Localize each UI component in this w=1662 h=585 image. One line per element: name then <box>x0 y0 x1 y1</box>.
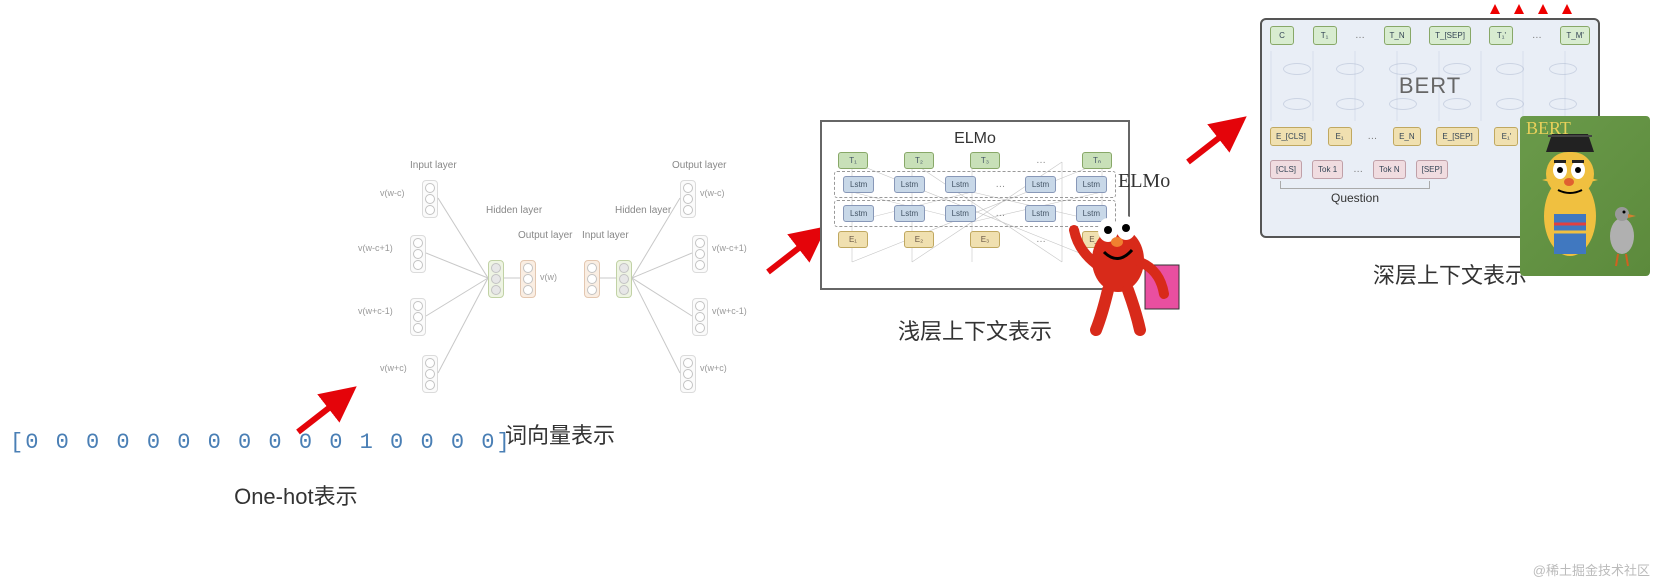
bert-t: T₁' <box>1489 26 1513 45</box>
w2v-in-4 <box>422 355 438 393</box>
w2v-input-label: Input layer <box>410 160 457 171</box>
bert-bracket <box>1280 181 1430 189</box>
word2vec-diagram: Input layer Hidden layer Output layer v(… <box>380 160 740 400</box>
elmo-e: E₂ <box>904 231 934 248</box>
elmo-t: T₂ <box>904 152 934 169</box>
elmo-e: E₁ <box>838 231 868 248</box>
elmo-lstm: Lstm <box>1025 176 1056 193</box>
bert-t: T₁ <box>1313 26 1337 45</box>
bert-tok: [SEP] <box>1416 160 1448 179</box>
bert-title: BERT <box>1399 73 1461 99</box>
elmo-t: Tₙ <box>1082 152 1112 169</box>
w2v-output-label-l: Output layer <box>518 230 572 241</box>
bert-t: T_N <box>1384 26 1411 45</box>
bert-t: T_M' <box>1560 26 1590 45</box>
w2v-output2-label: Output layer <box>672 160 726 171</box>
w2v-hidden-l <box>488 260 504 298</box>
bert-tok: Tok 1 <box>1312 160 1343 179</box>
w2v-in-2-lbl: v(w-c+1) <box>358 243 393 253</box>
w2v-in-1-lbl: v(w-c) <box>380 188 405 198</box>
bert-t: C <box>1270 26 1294 45</box>
w2v-out-2-lbl: v(w-c+1) <box>712 243 747 253</box>
w2v-out-3-lbl: v(w+c-1) <box>712 306 747 316</box>
elmo-lstm: Lstm <box>843 205 874 222</box>
bert-e: E₁ <box>1328 127 1352 146</box>
w2v-center-lbl: v(w) <box>540 272 557 282</box>
ellipsis: … <box>1532 30 1542 41</box>
ellipsis: … <box>995 208 1005 219</box>
ellipsis: … <box>1355 30 1365 41</box>
elmo-lstm: Lstm <box>843 176 874 193</box>
elmo-lstm: Lstm <box>945 176 976 193</box>
word2vec-caption: 词向量表示 <box>380 418 740 450</box>
ellipsis: … <box>1367 131 1377 142</box>
bert-tok: [CLS] <box>1270 160 1302 179</box>
stage-word2vec: Input layer Hidden layer Output layer v(… <box>380 160 740 450</box>
bert-character: BERT <box>1520 116 1650 276</box>
bert-row-t: C T₁ … T_N T_[SEP] T₁' … T_M' <box>1270 26 1590 45</box>
elmo-lstm: Lstm <box>1025 205 1056 222</box>
elmo-e: E₃ <box>970 231 1000 248</box>
bert-e: E_[CLS] <box>1270 127 1312 146</box>
w2v-out-4 <box>680 355 696 393</box>
up-arrow-icon <box>1562 4 1572 14</box>
ellipsis: … <box>995 179 1005 190</box>
w2v-in-r <box>584 260 600 298</box>
w2v-in-3 <box>410 298 426 336</box>
elmo-t: T₃ <box>970 152 1000 169</box>
elmo-lstm: Lstm <box>894 205 925 222</box>
bert-tok: Tok N <box>1373 160 1405 179</box>
w2v-out-1 <box>680 180 696 218</box>
elmo-lstm: Lstm <box>894 176 925 193</box>
bert-e: E_N <box>1393 127 1421 146</box>
bert-question-label: Question <box>1270 191 1440 205</box>
bert-char-label: BERT <box>1526 118 1571 139</box>
onehot-caption: One-hot表示 <box>80 479 512 511</box>
w2v-in-2 <box>410 235 426 273</box>
w2v-out-1-lbl: v(w-c) <box>700 188 725 198</box>
elmo-t: T₁ <box>838 152 868 169</box>
w2v-hidden-label: Hidden layer <box>486 205 542 216</box>
ellipsis: … <box>1036 155 1046 166</box>
w2v-input2-label: Input layer <box>582 230 629 241</box>
up-arrow-icon <box>1490 4 1500 14</box>
bert-e: E_[SEP] <box>1436 127 1478 146</box>
bert-transformer-block: BERT <box>1270 51 1590 121</box>
up-arrow-icon <box>1538 4 1548 14</box>
bert-e: E₁' <box>1494 127 1518 146</box>
w2v-out-4-lbl: v(w+c) <box>700 363 727 373</box>
elmo-character <box>1060 190 1180 340</box>
bert-t: T_[SEP] <box>1429 26 1471 45</box>
elmo-row-t: T₁ T₂ T₃ … Tₙ <box>830 152 1120 169</box>
w2v-hidden2-label: Hidden layer <box>615 205 671 216</box>
w2v-hidden-r <box>616 260 632 298</box>
up-arrow-icon <box>1514 4 1524 14</box>
watermark: @稀土掘金技术社区 <box>1533 560 1650 579</box>
w2v-output-l <box>520 260 536 298</box>
w2v-in-3-lbl: v(w+c-1) <box>358 306 393 316</box>
bert-output-arrows <box>1490 4 1572 14</box>
elmo-lstm: Lstm <box>945 205 976 222</box>
elmo-title: ELMo <box>830 130 1120 148</box>
w2v-out-3 <box>692 298 708 336</box>
ellipsis: … <box>1036 234 1046 245</box>
w2v-in-4-lbl: v(w+c) <box>380 363 407 373</box>
w2v-out-2 <box>692 235 708 273</box>
arrow-3 <box>1180 110 1260 170</box>
ellipsis: … <box>1353 164 1363 175</box>
arrow-1 <box>290 380 370 440</box>
w2v-in-1 <box>422 180 438 218</box>
